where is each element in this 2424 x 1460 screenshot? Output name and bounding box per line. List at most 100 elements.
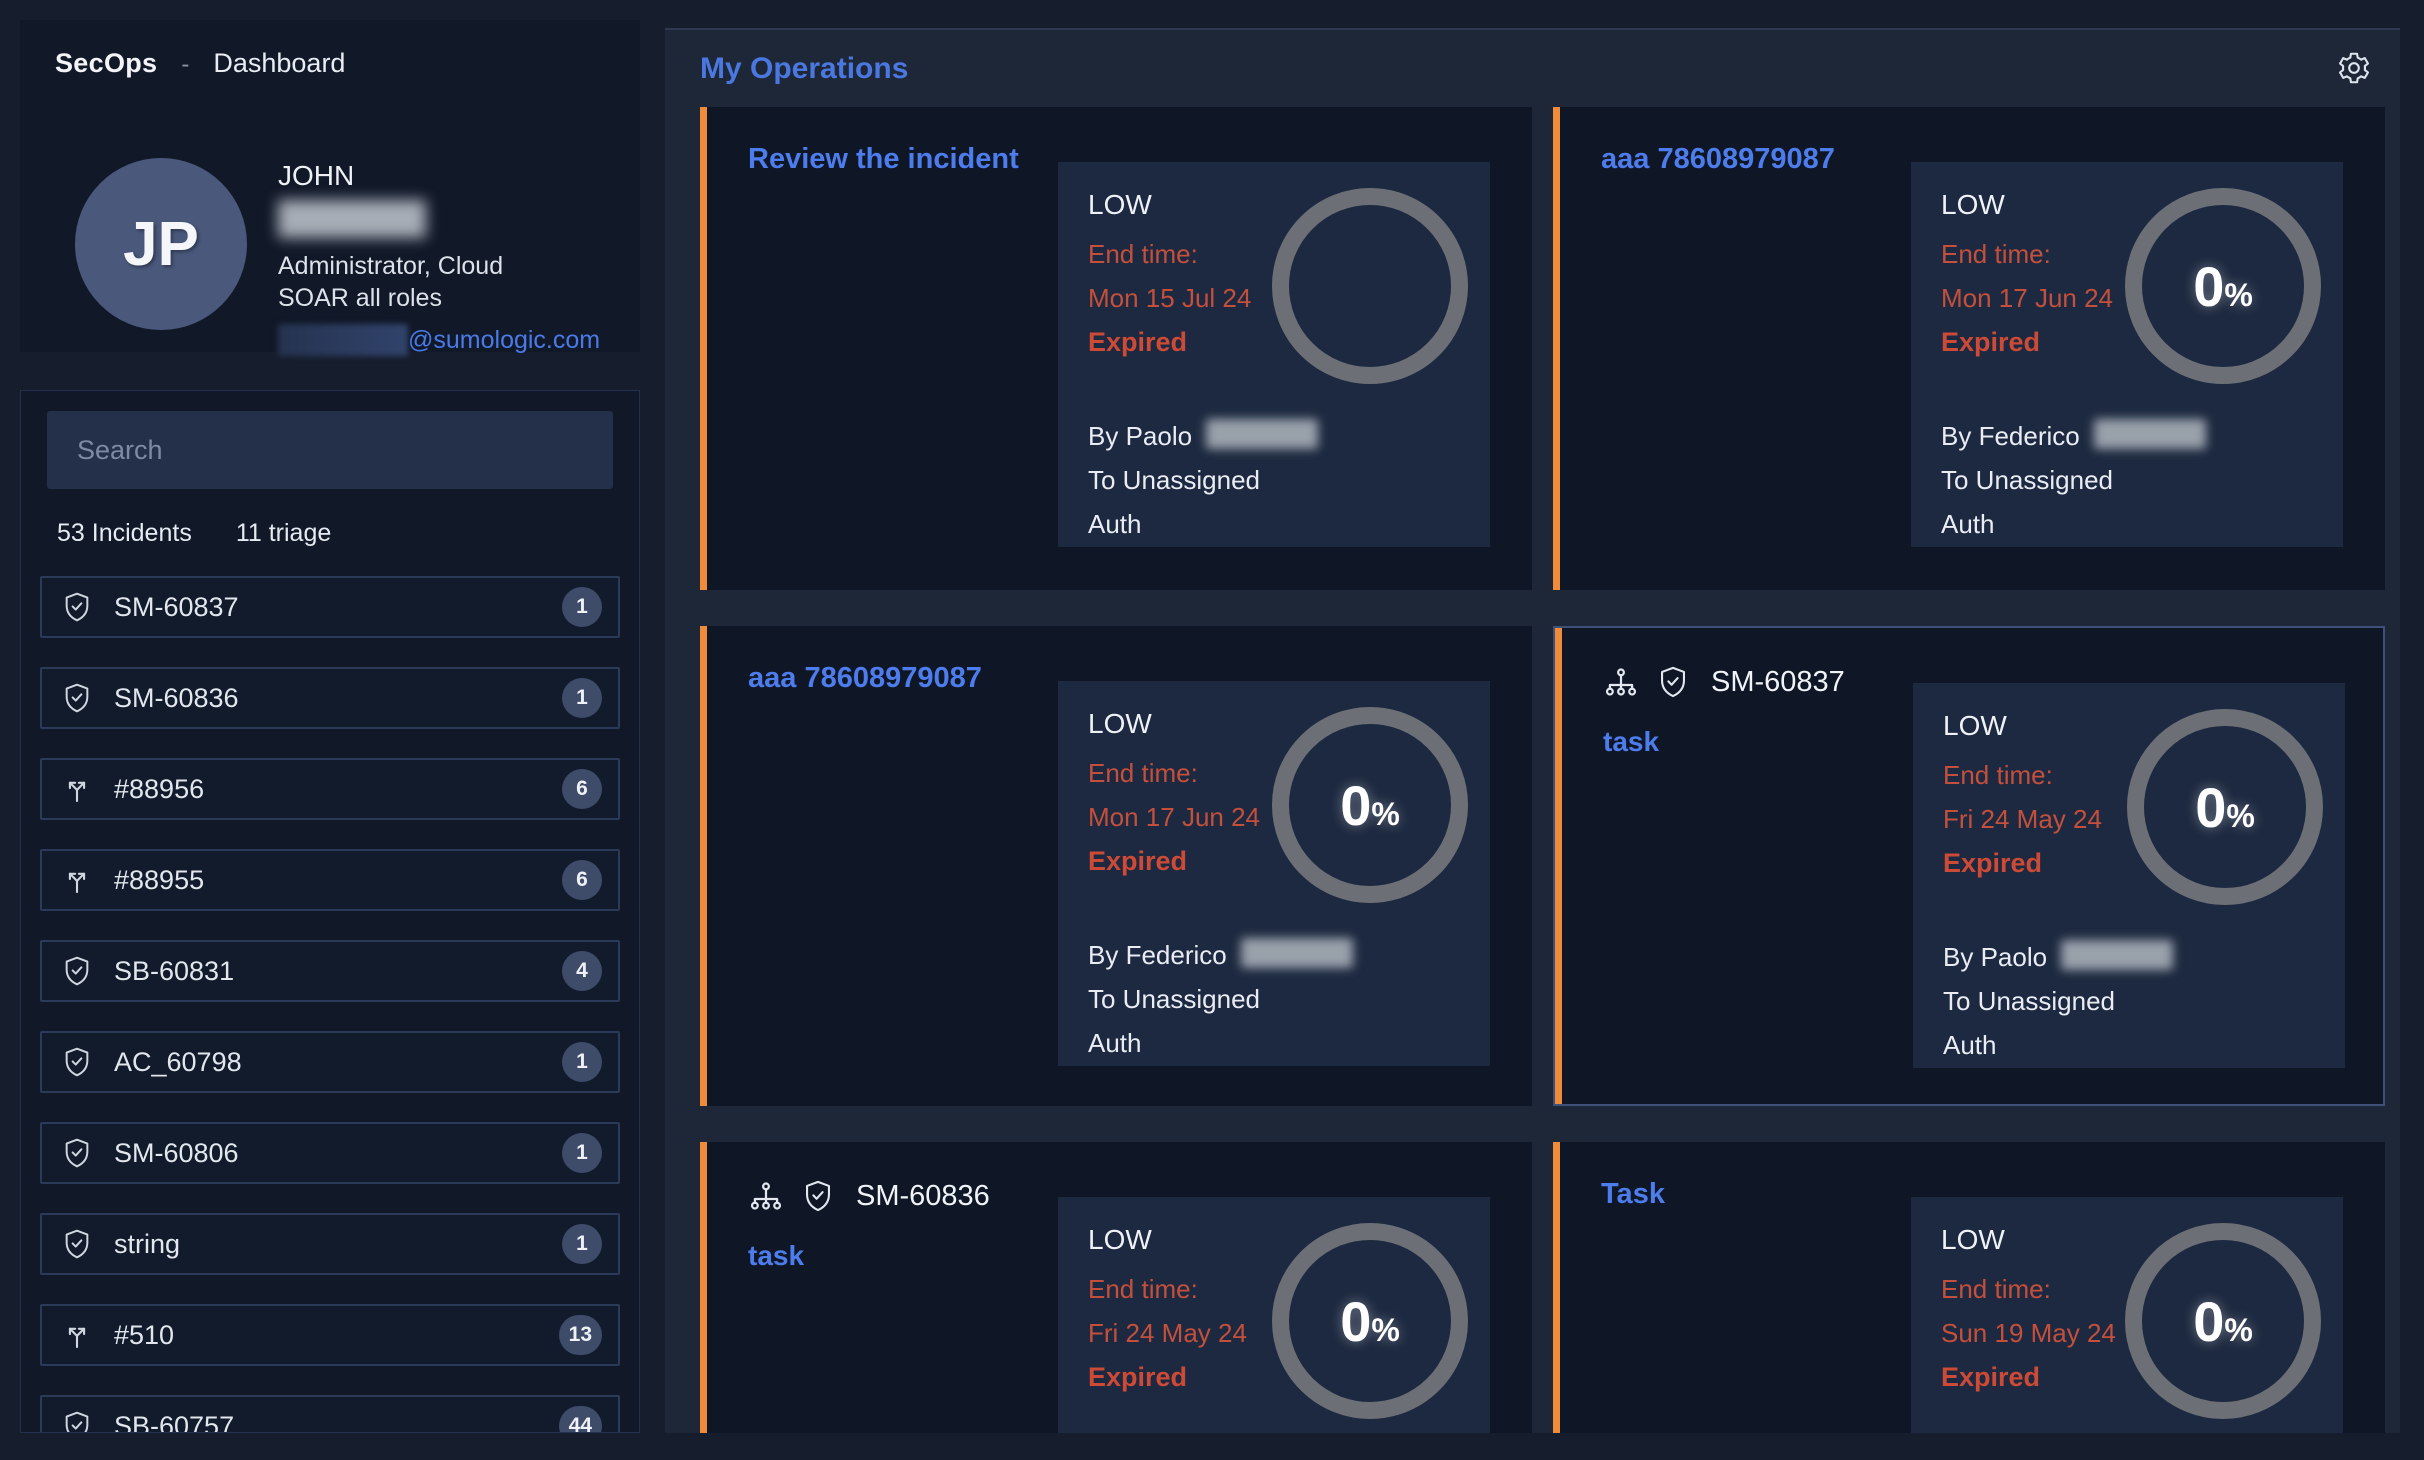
item-badge: 1 — [562, 587, 602, 627]
assigned-by: By Federico — [1088, 933, 1490, 977]
card-header-icons: SM-60837 — [1603, 664, 1845, 700]
progress-unit: % — [1371, 1311, 1400, 1348]
avatar: JP — [75, 158, 247, 330]
auth-label: Auth — [1941, 509, 1995, 539]
card-incident-id: SM-60837 — [1711, 665, 1845, 698]
assigned-to: To Unassigned — [1941, 465, 2113, 495]
end-time-label: End time: — [1088, 1274, 1198, 1304]
end-time-value: Fri 24 May 24 — [1943, 804, 2102, 834]
incident-list-item[interactable]: SM-60836 1 — [40, 667, 620, 729]
progress-ring: 0% — [2125, 188, 2321, 384]
card-title-link[interactable]: Task — [1601, 1178, 1665, 1210]
shield-check-icon — [65, 1229, 89, 1259]
severity-label: LOW — [1941, 1224, 2005, 1255]
assigned-to: To Unassigned — [1088, 984, 1260, 1014]
card-task-link[interactable]: task — [748, 1240, 805, 1271]
incidents-count: 53 Incidents — [57, 519, 192, 547]
end-time-value: Fri 24 May 24 — [1088, 1318, 1247, 1348]
incident-list-item[interactable]: SB-60757 44 — [40, 1395, 620, 1433]
item-label: AC_60798 — [114, 1046, 242, 1077]
profile-info: JOHN Administrator, Cloud SOAR all roles… — [278, 160, 618, 356]
avatar-initials: JP — [123, 209, 199, 279]
progress-value: 0 — [2193, 254, 2225, 318]
auth-label: Auth — [1943, 1030, 1997, 1060]
main-title: My Operations — [700, 52, 909, 85]
progress-value: 0 — [2195, 775, 2227, 839]
shield-check-icon — [65, 1047, 89, 1077]
card-title-link[interactable]: aaa 78608979087 — [748, 662, 982, 694]
progress-ring: 0% — [1272, 1223, 1468, 1419]
card-stat-panel: LOW End time: Sun 19 May 24 Expired By G… — [1911, 1197, 2343, 1433]
progress-unit: % — [2224, 276, 2253, 313]
shield-check-icon — [806, 1180, 830, 1212]
progress-ring: 0% — [1272, 707, 1468, 903]
assigned-by: By Paolo — [1943, 935, 2345, 979]
assigned-by: By Paolo — [1088, 414, 1490, 458]
assigned-to: To Unassigned — [1088, 465, 1260, 495]
expired-status: Expired — [1088, 846, 1188, 876]
redacted-name-blur — [1206, 419, 1319, 449]
card-stat-panel: LOW End time: Mon 17 Jun 24 Expired By F… — [1911, 162, 2343, 547]
card-title-link[interactable]: aaa 78608979087 — [1601, 143, 1835, 175]
severity-label: LOW — [1941, 189, 2005, 220]
incident-list-item[interactable]: string 1 — [40, 1213, 620, 1275]
item-badge: 4 — [562, 951, 602, 991]
assigned-by: By Federico — [1941, 414, 2343, 458]
profile-email-link[interactable]: @sumologic.com — [408, 325, 601, 354]
end-time-label: End time: — [1088, 239, 1198, 269]
card-stat-panel: LOW End time: Mon 15 Jul 24 Expired By P… — [1058, 162, 1490, 547]
end-time-value: Mon 17 Jun 24 — [1941, 283, 2114, 313]
cards-grid: Review the incident LOW End time: Mon 15… — [665, 107, 2400, 1433]
card-accent-stripe — [1553, 1142, 1560, 1433]
redacted-email-prefix-blur — [278, 324, 408, 356]
card-task-link[interactable]: task — [1603, 726, 1660, 757]
card-title-link[interactable]: Review the incident — [748, 143, 1019, 175]
split-icon — [68, 872, 86, 894]
expired-status: Expired — [1941, 327, 2041, 357]
assigned-by-text: By Paolo — [1943, 942, 2048, 972]
settings-gear-icon[interactable] — [2336, 50, 2372, 86]
item-label: SM-60836 — [114, 682, 239, 713]
item-badge: 1 — [562, 678, 602, 718]
severity-label: LOW — [1943, 710, 2007, 741]
page-title: Dashboard — [213, 48, 346, 78]
item-label: string — [114, 1228, 181, 1259]
progress-ring: 0% — [2127, 709, 2323, 905]
expired-status: Expired — [1943, 848, 2043, 878]
progress-ring — [1272, 188, 1468, 384]
item-badge: 44 — [558, 1406, 602, 1432]
assigned-to: To Unassigned — [1943, 986, 2115, 1016]
progress-percent: 0% — [2193, 254, 2253, 319]
redacted-name-blur — [2093, 419, 2206, 449]
item-label: SB-60757 — [114, 1410, 235, 1433]
progress-percent: 0% — [1340, 773, 1400, 838]
incident-list-item[interactable]: #510 13 — [40, 1304, 620, 1366]
item-badge: 1 — [562, 1042, 602, 1082]
card-stat-panel: LOW End time: Fri 24 May 24 Expired By P… — [1058, 1197, 1490, 1433]
assigned-by-text: By Federico — [1088, 940, 1227, 970]
assigned-by-text: By Paolo — [1088, 421, 1193, 451]
incident-list-item[interactable]: SB-60831 4 — [40, 940, 620, 1002]
profile-panel: SecOps - Dashboard JP JOHN Administrator… — [20, 20, 640, 356]
card-accent-stripe — [700, 107, 707, 590]
auth-label: Auth — [1088, 1028, 1142, 1058]
search-input[interactable] — [47, 411, 613, 489]
shield-check-icon — [65, 956, 89, 986]
item-label: #88956 — [114, 773, 205, 804]
assigned-by-text: By Federico — [1941, 421, 2080, 451]
incident-list-item[interactable]: #88955 6 — [40, 849, 620, 911]
operation-card: aaa 78608979087 LOW End time: Mon 17 Jun… — [1553, 107, 2385, 590]
shield-check-icon — [65, 592, 89, 622]
incident-list-item[interactable]: SM-60806 1 — [40, 1122, 620, 1184]
progress-unit: % — [2226, 797, 2255, 834]
card-accent-stripe — [700, 626, 707, 1106]
incident-list-item[interactable]: SM-60837 1 — [40, 576, 620, 638]
breadcrumb-separator: - — [181, 51, 190, 78]
incident-list-item[interactable]: #88956 6 — [40, 758, 620, 820]
redacted-last-name-blur — [278, 200, 426, 238]
card-incident-id: SM-60836 — [856, 1179, 990, 1212]
end-time-value: Mon 15 Jul 24 — [1088, 283, 1252, 313]
shield-check-icon — [1661, 666, 1685, 698]
incident-list-item[interactable]: AC_60798 1 — [40, 1031, 620, 1093]
operation-card: Task LOW End time: Sun 19 May 24 Expired… — [1553, 1142, 2385, 1433]
